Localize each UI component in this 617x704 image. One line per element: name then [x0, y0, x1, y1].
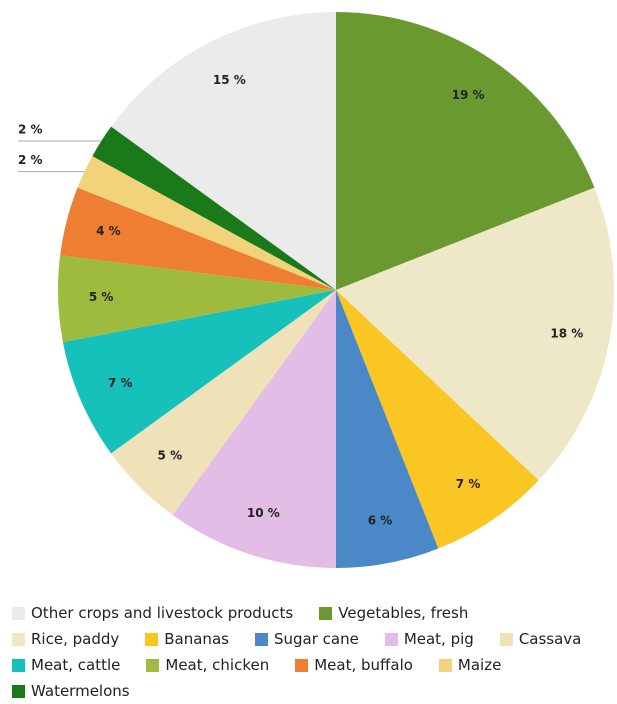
- pie-slice: [111, 290, 336, 515]
- legend-swatch: [254, 632, 268, 646]
- chart: 15 % 19 % 18 % 7 % 6 % 10 % 5 % 7 % 5 % 4 % 2 % 2 %: [18, 11, 614, 568]
- legend-label: Vegetables, fresh: [338, 604, 469, 622]
- legend-item: Maize: [438, 652, 502, 678]
- legend-item: Other crops and livestock products: [12, 600, 293, 626]
- pie-slice: [336, 290, 439, 568]
- legend: Other crops and livestock products Vegeta…: [12, 600, 617, 704]
- legend-swatch: [12, 684, 25, 698]
- legend-swatch: [295, 658, 309, 672]
- slice-label: 7 %: [456, 477, 481, 491]
- page: 15 % 19 % 18 % 7 % 6 % 10 % 5 % 7 % 5 % 4 % 2 % 2 %…: [12, 11, 614, 700]
- pie-slice: [77, 156, 336, 290]
- slice-label: 6 %: [368, 513, 393, 527]
- pie-slice: [62, 290, 337, 454]
- legend-label: Meat, chicken: [165, 656, 270, 674]
- pie-slice: [336, 187, 614, 481]
- legend-item: Sugar cane: [254, 626, 359, 652]
- pie-slice: [92, 126, 336, 290]
- legend-label: Maize: [457, 656, 502, 674]
- legend-item: Cassava: [499, 626, 582, 652]
- legend-label: Bananas: [164, 630, 229, 648]
- slice-label: 2 %: [18, 153, 43, 167]
- slice-label: 18 %: [550, 327, 583, 341]
- slice-label: 4 %: [96, 224, 121, 238]
- legend-swatch: [12, 658, 25, 672]
- legend-item: Vegetables, fresh: [319, 600, 468, 626]
- legend-item: Meat, cattle: [12, 652, 120, 678]
- legend-swatch: [384, 632, 398, 646]
- legend-swatch: [12, 606, 25, 620]
- slice-label: 2 %: [18, 123, 43, 137]
- legend-item: Meat, buffalo: [295, 652, 413, 678]
- legend-swatch: [146, 658, 160, 672]
- pie-slice: [172, 290, 336, 568]
- legend-label: Watermelons: [31, 682, 130, 700]
- legend-label: Meat, buffalo: [314, 656, 413, 674]
- pie-slice: [111, 11, 336, 290]
- legend-label: Meat, cattle: [31, 656, 121, 674]
- slice-label: 15 %: [213, 73, 246, 87]
- pie-slice: [60, 187, 337, 290]
- legend-item: Rice, paddy: [12, 626, 119, 652]
- legend-item: Meat, chicken: [146, 652, 269, 678]
- legend-label: Cassava: [518, 630, 582, 648]
- legend-swatch: [145, 632, 159, 646]
- legend-swatch: [438, 658, 452, 672]
- legend-label: Meat, pig: [403, 630, 474, 648]
- slice-label: 5 %: [89, 290, 114, 304]
- slice-label: 7 %: [108, 376, 133, 390]
- legend-label: Other crops and livestock products: [31, 604, 294, 622]
- legend-item: Watermelons: [12, 678, 130, 704]
- slice-label: 10 %: [247, 506, 280, 520]
- legend-item: Bananas: [145, 626, 229, 652]
- legend-swatch: [499, 632, 513, 646]
- legend-item: Meat, pig: [384, 626, 474, 652]
- pie-slice: [336, 290, 539, 549]
- pie-slice: [336, 12, 595, 290]
- legend-swatch: [12, 632, 25, 646]
- legend-label: Sugar cane: [273, 630, 359, 648]
- slice-label: 5 %: [158, 449, 183, 463]
- pie-slice: [57, 255, 336, 343]
- legend-swatch: [319, 606, 333, 620]
- slice-label: 19 %: [452, 88, 485, 102]
- legend-label: Rice, paddy: [31, 630, 120, 648]
